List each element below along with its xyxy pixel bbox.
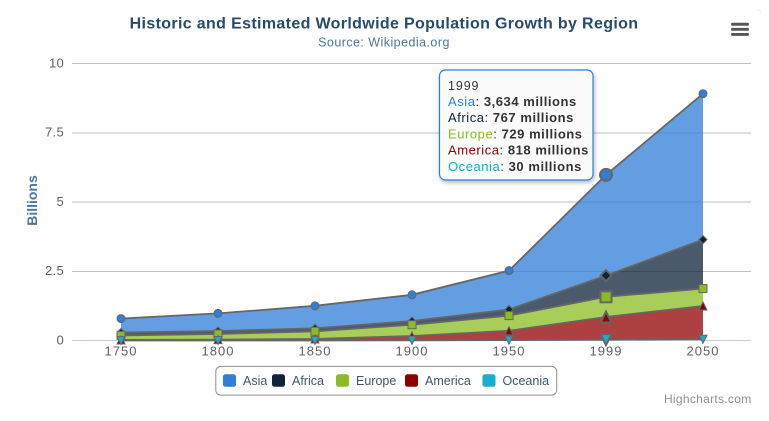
svg-text:0: 0: [56, 332, 64, 347]
svg-text:Billions: Billions: [24, 175, 40, 226]
svg-text:1750: 1750: [105, 343, 138, 358]
svg-text:2.5: 2.5: [45, 263, 64, 278]
svg-text:Source: Wikipedia.org: Source: Wikipedia.org: [318, 36, 450, 50]
svg-text:Oceania: 30 millions: Oceania: 30 millions: [448, 159, 582, 174]
svg-text:10: 10: [49, 55, 64, 70]
svg-text:1850: 1850: [299, 343, 332, 358]
svg-text:Africa: 767 millions: Africa: 767 millions: [448, 110, 574, 125]
svg-text:Asia: 3,634 millions: Asia: 3,634 millions: [448, 94, 577, 109]
svg-text:Historic and Estimated Worldwi: Historic and Estimated Worldwide Populat…: [130, 16, 639, 33]
svg-text:1950: 1950: [493, 343, 526, 358]
svg-text:1800: 1800: [202, 343, 235, 358]
svg-text:1999: 1999: [448, 79, 479, 93]
svg-text:Highcharts.com: Highcharts.com: [664, 392, 752, 406]
svg-text:7.5: 7.5: [45, 125, 64, 140]
svg-text:America: America: [425, 374, 471, 388]
svg-text:Europe: 729 millions: Europe: 729 millions: [448, 126, 583, 141]
svg-text:America: 818 millions: America: 818 millions: [448, 143, 589, 158]
svg-text:2050: 2050: [687, 343, 720, 358]
svg-text:5: 5: [56, 194, 64, 209]
svg-text:1999: 1999: [590, 343, 623, 358]
svg-text:Asia: Asia: [243, 374, 267, 388]
svg-text:Africa: Africa: [292, 374, 324, 388]
svg-text:Oceania: Oceania: [503, 374, 550, 388]
svg-text:1900: 1900: [396, 343, 429, 358]
svg-text:Europe: Europe: [356, 374, 396, 388]
